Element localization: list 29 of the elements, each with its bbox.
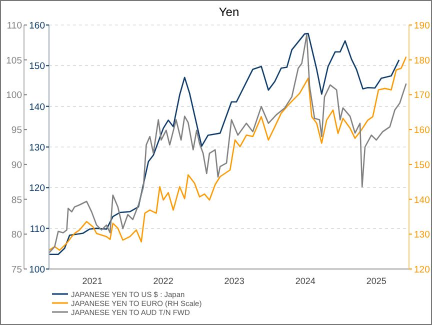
x-tick-label: 2021: [82, 276, 102, 286]
y2-tick-label: 130: [414, 230, 430, 241]
x-tick-label: 2024: [295, 276, 316, 286]
y3-tick-label: 105: [6, 55, 22, 66]
y3-tick-label: 110: [6, 20, 22, 32]
x-tick-label: 2023: [224, 276, 244, 286]
y2-tick-label: 180: [414, 55, 430, 66]
y-tick-label: 130: [29, 142, 45, 154]
x-tick-label: 2022: [153, 276, 174, 286]
y2-tick-label: 160: [414, 125, 430, 136]
y2-tick-label: 140: [414, 194, 430, 206]
y-tick-label: 150: [29, 61, 45, 72]
chart-title: Yen: [218, 5, 240, 19]
x-tick-label: 2025: [366, 276, 386, 286]
y3-tick-label: 90: [11, 160, 22, 171]
y3-tick-label: 80: [11, 230, 22, 241]
y-tick-label: 100: [29, 264, 45, 276]
y-tick-label: 110: [30, 224, 45, 235]
y2-tick-label: 170: [414, 90, 430, 102]
y3-tick-label: 95: [11, 125, 22, 136]
y2-tick-label: 150: [414, 160, 430, 171]
y2-tick-label: 120: [414, 264, 430, 276]
y3-tick-label: 100: [6, 90, 22, 102]
y-tick-label: 140: [29, 102, 45, 113]
y-tick-label: 120: [29, 183, 45, 194]
y3-tick-label: 75: [11, 264, 22, 276]
y3-tick-label: 85: [11, 194, 22, 206]
y2-tick-label: 190: [414, 20, 430, 32]
y-tick-label: 160: [29, 20, 45, 32]
